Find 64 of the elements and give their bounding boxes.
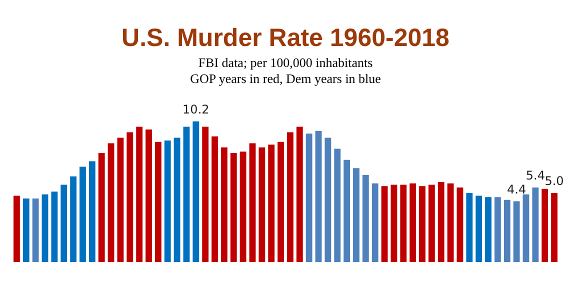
bar [230, 152, 237, 262]
bar [324, 138, 332, 262]
bar [258, 147, 266, 262]
bar [192, 121, 200, 262]
bar [485, 197, 492, 262]
bar [146, 129, 152, 262]
bar [117, 138, 124, 262]
bar [154, 142, 162, 262]
bar [400, 184, 407, 262]
bar [202, 126, 209, 262]
bar [334, 148, 341, 262]
bar [532, 187, 539, 262]
bar [268, 144, 275, 262]
bar [249, 143, 256, 262]
bar [220, 147, 228, 262]
bar [456, 187, 464, 262]
bar [70, 176, 77, 262]
bar [315, 130, 322, 262]
chart-subtitle: FBI data; per 100,000 inhabitants GOP years in red, Dem years in blue [190, 55, 382, 86]
data-label: 4.4 [507, 182, 526, 196]
bar [306, 134, 312, 262]
bar [88, 161, 96, 262]
bar [381, 186, 388, 262]
bar [80, 166, 86, 262]
bar [438, 182, 444, 262]
bar [504, 200, 510, 262]
bar [136, 126, 143, 262]
bar [212, 136, 218, 262]
bar [278, 142, 284, 262]
bar [522, 194, 530, 262]
bar [362, 175, 369, 262]
bar [183, 126, 190, 262]
bar [476, 196, 482, 262]
bar [14, 196, 20, 262]
bar [344, 160, 350, 262]
bar [32, 198, 39, 262]
bar [98, 152, 105, 262]
bar [287, 132, 294, 262]
bar [164, 140, 171, 262]
bar [60, 184, 68, 262]
bar [428, 184, 435, 262]
bar [353, 168, 360, 262]
bar [42, 194, 48, 262]
data-label: 5.4 [526, 168, 545, 183]
bar [126, 132, 134, 262]
bar [174, 138, 180, 262]
bar [542, 188, 548, 262]
bar [410, 183, 416, 262]
bar [494, 197, 501, 262]
bar [296, 126, 303, 262]
data-label: 5.0 [544, 174, 564, 188]
bar [513, 201, 520, 262]
bar [22, 198, 30, 262]
bar [466, 192, 473, 262]
bar [372, 183, 378, 262]
bar [390, 184, 398, 262]
bar [447, 183, 454, 262]
bar [240, 152, 246, 262]
bar [419, 186, 426, 262]
chart-title: U.S. Murder Rate 1960-2018 [122, 24, 450, 52]
bar [551, 192, 558, 262]
bar [51, 192, 58, 262]
bar [108, 143, 114, 262]
data-label: 10.2 [182, 102, 210, 116]
